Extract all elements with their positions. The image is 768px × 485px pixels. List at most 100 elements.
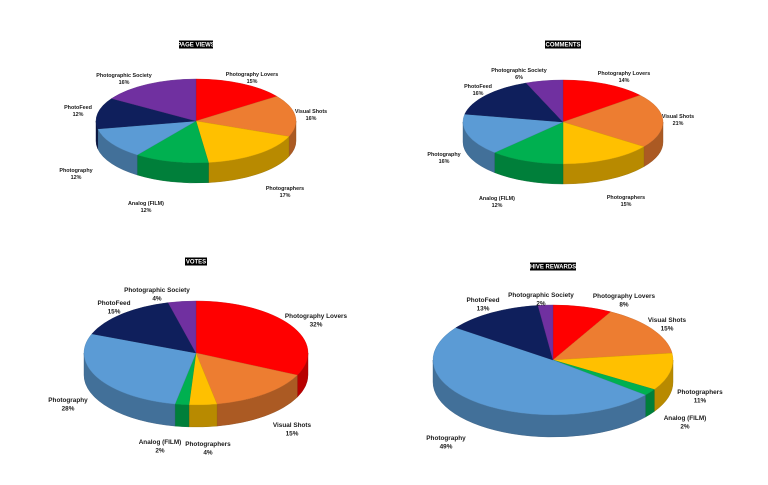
data-label-value: 2% <box>680 423 690 430</box>
data-label-photography: Photography 16% <box>427 152 460 165</box>
slice-labels: Photography Lovers 15%Visual Shots 16%Phot… <box>59 72 327 214</box>
data-label-value: 15% <box>621 202 632 208</box>
data-label-category: PhotoFeed <box>464 84 492 90</box>
data-label-category: Photographic Society <box>124 287 190 294</box>
pie-slice-photography <box>462 113 564 153</box>
data-label-value: 16% <box>306 116 317 122</box>
pie-slice-photographic-society <box>525 79 564 123</box>
data-label-category: Analog (FILM) <box>479 196 515 202</box>
data-label-value: 32% <box>310 321 323 328</box>
data-label-value: 15% <box>247 79 258 85</box>
pie-slice-analog-film <box>136 120 209 164</box>
data-label-category: Analog (FILM) <box>139 439 182 446</box>
chart-title-text: COMMENTS <box>546 43 581 49</box>
pie-chart-hive-rewards: HIVE REWARDS Photography Lovers 8% Visual S… <box>426 262 723 450</box>
data-label-photographic-society: Photographic Society 4% <box>124 287 190 302</box>
pie-side-walls <box>95 120 297 184</box>
pie-side-walls <box>83 352 309 428</box>
data-label-value: 12% <box>73 112 84 118</box>
data-label-value: 16% <box>473 91 484 97</box>
pie-slice-photographic-society <box>167 300 197 354</box>
data-label-value: 6% <box>515 75 523 81</box>
data-label-photography: Photography 12% <box>59 168 92 181</box>
data-label-value: 16% <box>119 80 130 86</box>
pie-slice-photography <box>432 327 646 416</box>
data-label-analog-film: Analog (FILM) 12% <box>128 201 164 214</box>
data-label-photography-lovers: Photography Lovers 14% <box>598 71 650 84</box>
data-label-category: Photography <box>48 397 88 404</box>
pie-top <box>95 78 297 164</box>
data-label-category: Photographers <box>266 186 304 192</box>
pie-slice-photography-lovers <box>195 300 309 376</box>
data-label-photography: Photography 49% <box>426 435 466 450</box>
pie-slice-analog-film <box>494 121 564 165</box>
pie-side-analog-film <box>174 403 190 428</box>
chart-title-text: PAGE VIEWS <box>177 43 215 49</box>
chart-title-background <box>530 262 576 271</box>
data-label-photofeed: PhotoFeed 12% <box>64 105 92 118</box>
pie-slice-photofeed <box>95 98 197 130</box>
data-label-category: Photography Lovers <box>285 313 348 320</box>
data-label-category: Visual Shots <box>662 114 694 120</box>
data-label-value: 2% <box>536 300 546 307</box>
data-label-category: Visual Shots <box>648 317 687 324</box>
data-label-photofeed: PhotoFeed 15% <box>97 300 130 315</box>
data-label-value: 11% <box>694 397 707 404</box>
data-label-value: 21% <box>673 121 684 127</box>
chart-title: PAGE VIEWS <box>177 40 215 49</box>
data-label-photography-lovers: Photography Lovers 8% <box>593 293 656 308</box>
chart-title-background <box>179 40 213 49</box>
pie-top <box>83 300 309 406</box>
data-label-photographic-society: Photographic Society 6% <box>491 68 546 81</box>
pie-top <box>432 304 674 416</box>
slice-labels: Photography Lovers 32% Visual Shots 15% Phot… <box>48 287 347 456</box>
data-label-value: 4% <box>203 449 213 456</box>
data-label-category: Photography <box>59 168 92 174</box>
data-label-value: 4% <box>152 295 162 302</box>
pie-slice-photographers <box>195 120 290 163</box>
data-label-category: Photographers <box>607 195 645 201</box>
data-label-value: 12% <box>141 208 152 214</box>
data-label-value: 28% <box>62 405 75 412</box>
pie-slice-photography <box>83 333 197 405</box>
slice-labels: Photography Lovers 14% Visual Shots 21% Phot… <box>427 68 694 209</box>
chart-title-text: VOTES <box>186 260 206 266</box>
data-label-value: 8% <box>619 301 629 308</box>
data-label-category: Photography <box>427 152 460 158</box>
data-label-category: Photographic Society <box>96 73 151 79</box>
chart-title-background <box>185 257 207 266</box>
data-label-category: Analog (FILM) <box>664 415 707 422</box>
data-label-visual-shots: Visual Shots 15% <box>273 422 312 437</box>
data-label-category: Photography Lovers <box>593 293 656 300</box>
pie-slice-photographic-society <box>111 78 197 122</box>
data-label-value: 15% <box>108 308 121 315</box>
pie-top <box>462 79 664 165</box>
slice-labels: Photography Lovers 8% Visual Shots 15% Photo… <box>426 292 723 450</box>
data-label-category: Visual Shots <box>295 109 327 115</box>
data-label-photography: Photography 28% <box>48 397 88 412</box>
data-label-category: Photography Lovers <box>226 72 278 78</box>
data-label-category: Photographic Society <box>508 292 574 299</box>
pie-slice-photography-lovers <box>562 79 641 123</box>
pie-slice-photofeed <box>464 82 564 123</box>
data-label-category: Photography <box>426 435 466 442</box>
data-label-category: PhotoFeed <box>97 300 130 307</box>
data-label-photographers: Photographers 15% <box>607 195 645 208</box>
data-label-category: Photographic Society <box>491 68 546 74</box>
data-label-value: 13% <box>477 305 490 312</box>
data-label-value: 2% <box>155 447 165 454</box>
pie-chart-page-views: PAGE VIEWS Photography Lovers 15% Visual Sh… <box>59 40 327 214</box>
data-label-photography-lovers: Photography Lovers 32% <box>285 313 348 328</box>
data-label-category: Photography Lovers <box>598 71 650 77</box>
pie-slice-photofeed <box>91 302 197 354</box>
data-label-value: 14% <box>619 78 630 84</box>
data-label-category: Analog (FILM) <box>128 201 164 207</box>
data-label-category: PhotoFeed <box>466 297 499 304</box>
data-label-category: PhotoFeed <box>64 105 92 111</box>
data-label-visual-shots: Visual Shots 16% <box>295 109 327 122</box>
pie-slice-visual-shots <box>552 311 673 361</box>
data-label-visual-shots: Visual Shots 21% <box>662 114 694 127</box>
data-label-analog-film: Analog (FILM) 2% <box>664 415 707 430</box>
data-label-photographers: Photographers 17% <box>266 186 304 199</box>
data-label-value: 16% <box>439 159 450 165</box>
